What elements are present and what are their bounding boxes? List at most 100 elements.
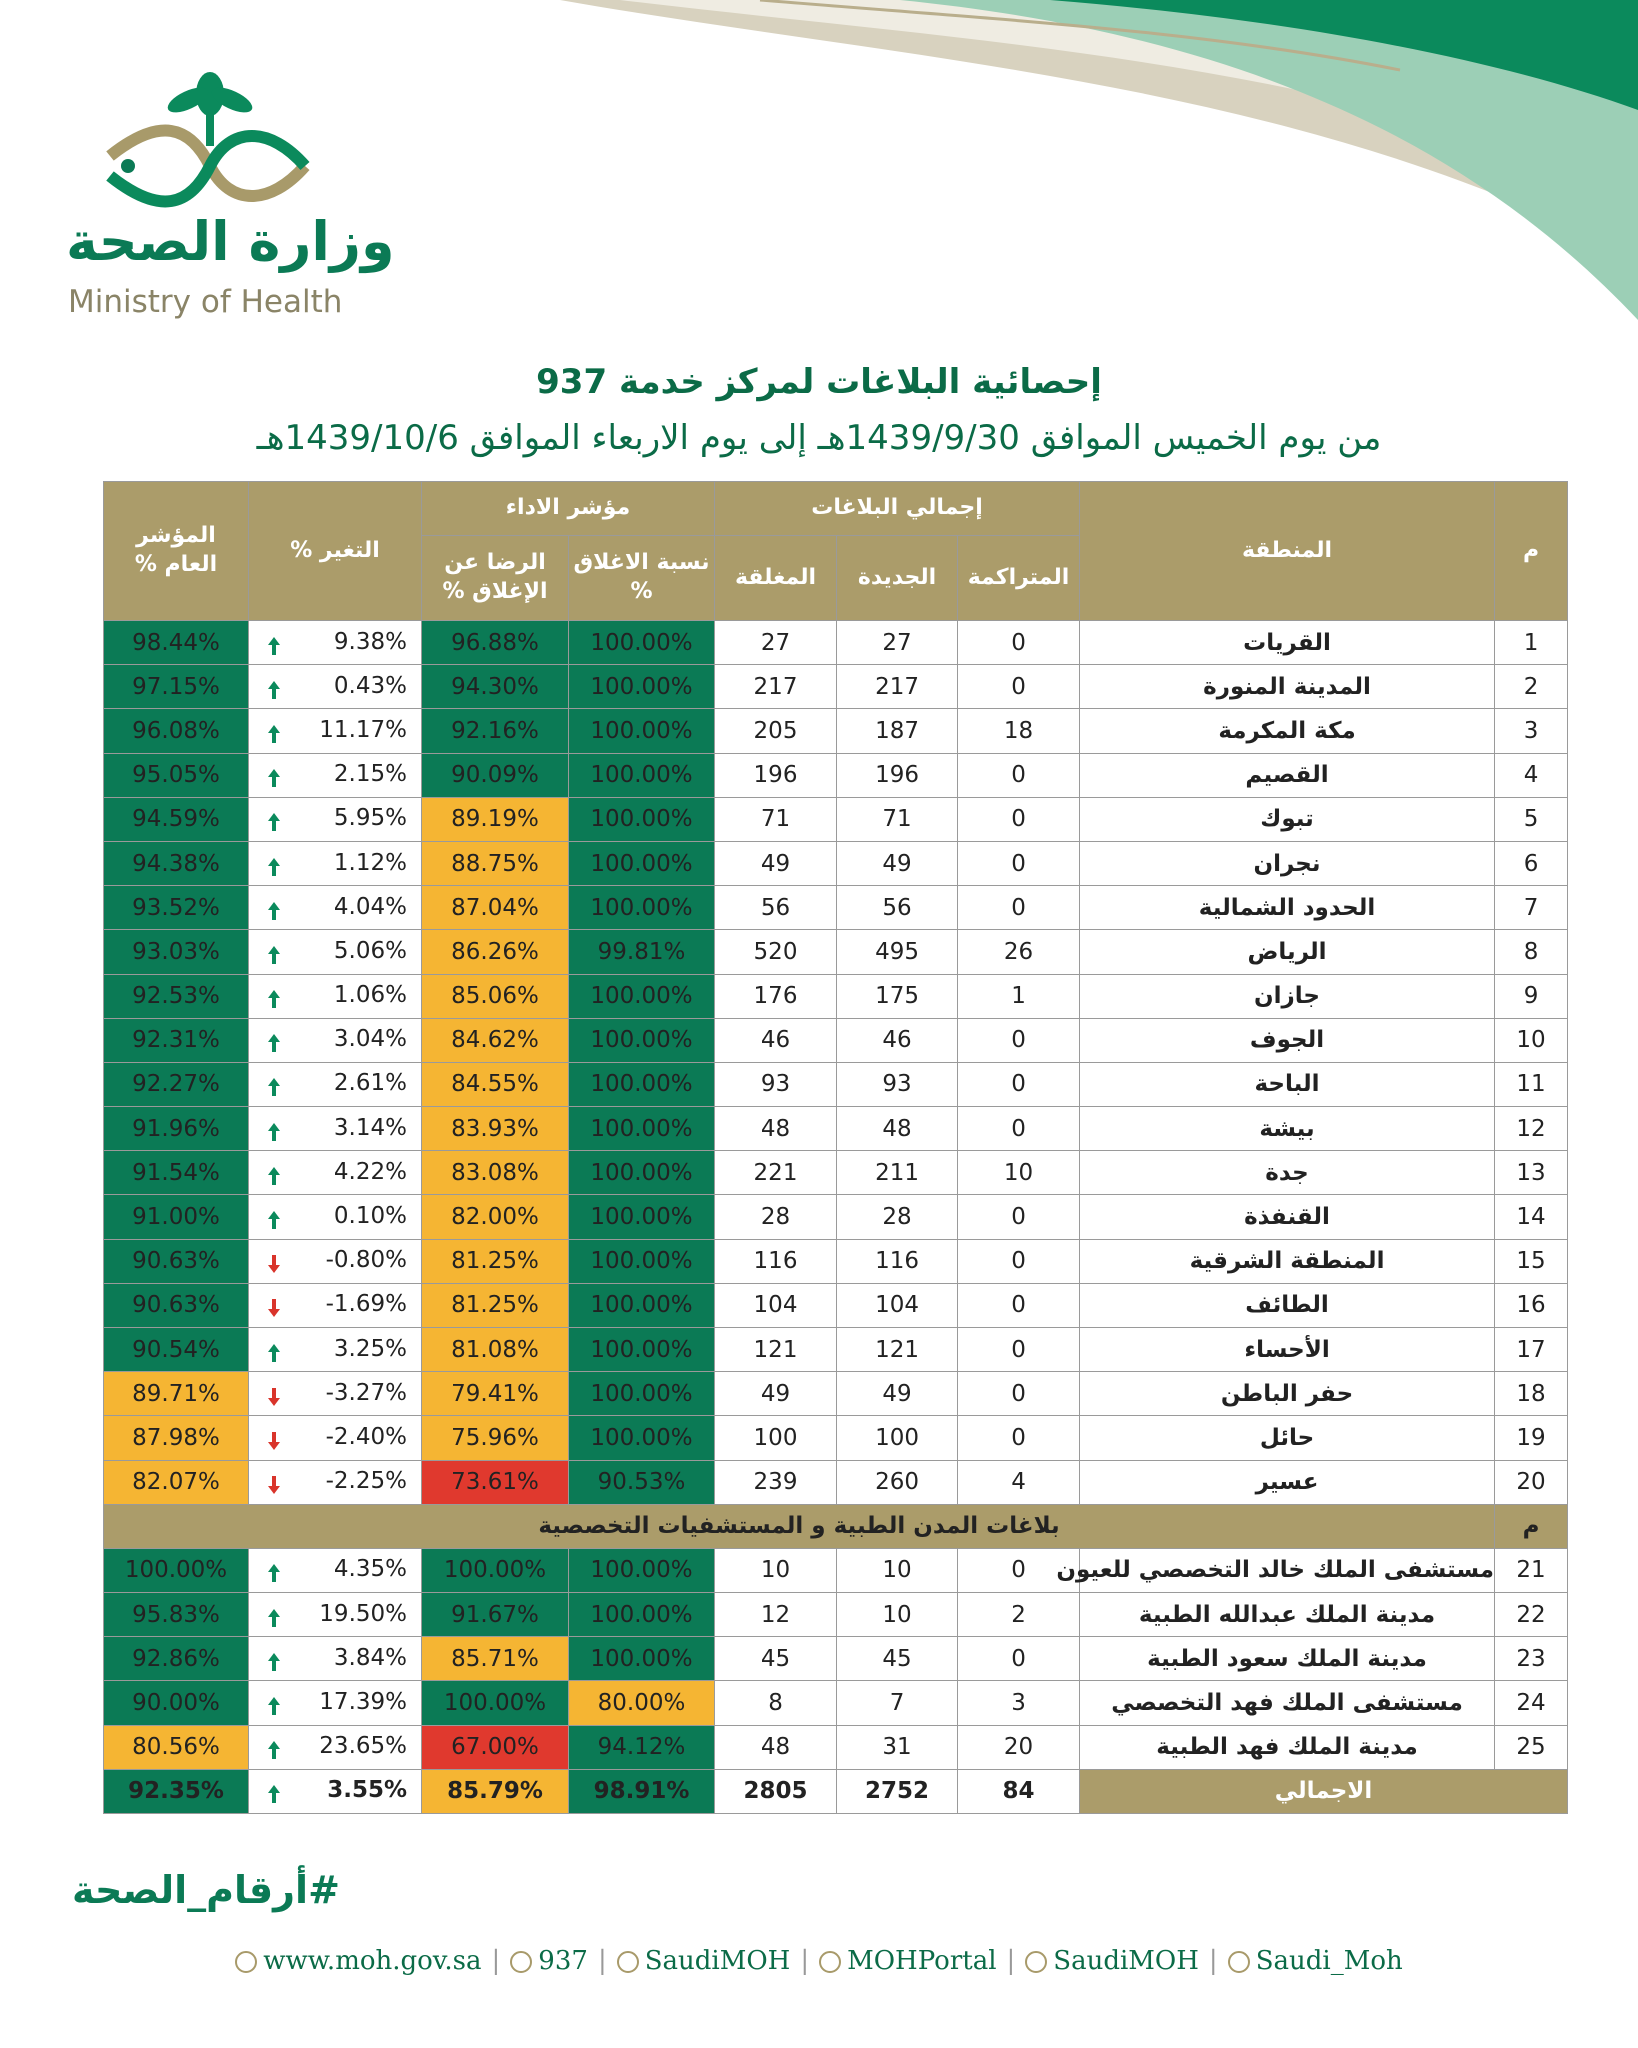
cell: 10 (836, 1547, 959, 1593)
section-row: م بلاغات المدن الطبية و المستشفيات التخصص… (102, 1503, 1569, 1549)
cell: 91.67% (421, 1591, 569, 1638)
cell: 187 (836, 708, 959, 754)
cell: 2.61% (248, 1061, 422, 1108)
cell: 18 (1494, 1371, 1569, 1417)
cell: 17.39% (248, 1680, 422, 1726)
footer-link: Saudi_Moh (1227, 1946, 1403, 1976)
cell: 20 (1494, 1459, 1569, 1505)
cell: 10 (836, 1591, 959, 1638)
arrow-down (268, 1431, 280, 1450)
cell: 100 (713, 1415, 838, 1461)
cell: 100.00% (568, 1326, 715, 1373)
cell: 27 (836, 619, 959, 666)
cell: 104 (713, 1282, 838, 1329)
link-text: 937 (538, 1946, 588, 1976)
cell: 90.09% (421, 752, 569, 798)
cell: 45 (713, 1636, 838, 1682)
data-row: 18 حفر الباطن 0 49 49 100.00% 79.41% -3.27% 89.7… (103, 1371, 1569, 1417)
footer-link: MOHPortal (819, 1946, 997, 1976)
wave-green (1050, 0, 1638, 110)
cell: 0.43% (248, 664, 422, 710)
cell: 23 (1494, 1636, 1569, 1682)
arrow-up (268, 901, 280, 920)
cell: 100.00% (568, 1547, 715, 1593)
cell: 100.00% (568, 1017, 715, 1063)
cell: 4.22% (248, 1150, 422, 1196)
cell: 100.00% (568, 1150, 715, 1196)
data-row: 11 الباحة 0 93 93 100.00% 84.55% 2.61% 92.27% (103, 1061, 1569, 1108)
cell: 92.27% (103, 1061, 249, 1108)
data-row: 25 مدينة الملك فهد الطبية 20 31 48 94.12% 67.0… (103, 1724, 1569, 1770)
cell: 100.00% (568, 1061, 715, 1108)
arrow-up (268, 1343, 280, 1362)
cell: 86.26% (421, 929, 569, 975)
cell: 48 (713, 1724, 838, 1770)
cell: 221 (713, 1150, 838, 1196)
separator: | (1006, 1946, 1016, 1976)
cell: 4 (1494, 752, 1569, 798)
cell: 0 (957, 1415, 1081, 1461)
cell: 46 (836, 1017, 959, 1063)
cell: 92.53% (103, 973, 249, 1019)
cell: تبوك (1079, 796, 1496, 842)
cell: 46 (713, 1017, 838, 1063)
cell: 94.12% (568, 1724, 715, 1770)
cell: 91.96% (103, 1106, 249, 1152)
arrow-up (268, 1034, 280, 1053)
footer-link: www.moh.gov.sa (235, 1946, 482, 1976)
arrow-up (268, 1211, 280, 1230)
cell: 8 (713, 1680, 838, 1726)
cell: 104 (836, 1282, 959, 1329)
cell: 3 (1494, 708, 1569, 754)
cell: 22 (1494, 1591, 1569, 1638)
link-text: www.moh.gov.sa (263, 1946, 482, 1976)
cell: 0 (957, 619, 1081, 666)
cell: المنطقة الشرقية (1079, 1238, 1496, 1284)
header-cell: م (1494, 481, 1569, 621)
arrow-up (268, 990, 280, 1009)
link-icon (235, 1951, 258, 1973)
cell: 84.62% (421, 1017, 569, 1063)
cell: مستشفى الملك خالد التخصصي للعيون (1056, 1547, 1496, 1593)
cell: 176 (713, 973, 838, 1019)
cell: 97.15% (103, 664, 249, 710)
cell: 27 (713, 619, 838, 666)
data-row: 15 المنطقة الشرقية 0 116 116 100.00% 81.25% -0.… (103, 1238, 1569, 1284)
cell: 3.84% (248, 1636, 422, 1682)
cell: 0 (957, 1371, 1081, 1417)
cell: 83.93% (421, 1106, 569, 1152)
link-icon (819, 1951, 842, 1973)
section-index: م (1494, 1503, 1569, 1549)
cell: 90.63% (103, 1282, 249, 1329)
cell: -3.27% (248, 1371, 422, 1417)
logo-emblem (106, 72, 310, 208)
header-cell: نسبة الاغلاق % (568, 535, 715, 621)
cell: 90.00% (103, 1680, 249, 1726)
cell: 23.65% (248, 1724, 422, 1770)
data-row: 7 الحدود الشمالية 0 56 56 100.00% 87.04% 4.04% 9… (103, 885, 1569, 931)
arrow-down (268, 1255, 280, 1274)
cell: 0 (957, 1106, 1081, 1152)
cell: 217 (836, 664, 959, 710)
data-row: 16 الطائف 0 104 104 100.00% 81.25% -1.69% 90.63% (103, 1282, 1569, 1329)
cell: 0 (957, 1636, 1081, 1682)
cell: 4 (957, 1459, 1081, 1505)
header-cell: الرضا عن الإغلاق % (421, 535, 569, 621)
footer-link: 937 (510, 1946, 588, 1976)
cell: 196 (836, 752, 959, 798)
cell: 10 (957, 1150, 1081, 1196)
cell: القريات (1079, 619, 1496, 666)
cell: مكة المكرمة (1079, 708, 1496, 754)
cell: 0.10% (248, 1194, 422, 1240)
cell: 49 (836, 1371, 959, 1417)
cell: 84.55% (421, 1061, 569, 1108)
cell: 98.44% (103, 619, 249, 666)
cell: 520 (713, 929, 838, 975)
cell: الباحة (1079, 1061, 1496, 1108)
data-row: 6 نجران 0 49 49 100.00% 88.75% 1.12% 94.38% (103, 840, 1569, 887)
cell: 90.63% (103, 1238, 249, 1284)
cell: 16 (1494, 1282, 1569, 1329)
arrow-up (268, 1166, 280, 1185)
cell: 48 (713, 1106, 838, 1152)
link-text: SaudiMOH (644, 1946, 791, 1976)
